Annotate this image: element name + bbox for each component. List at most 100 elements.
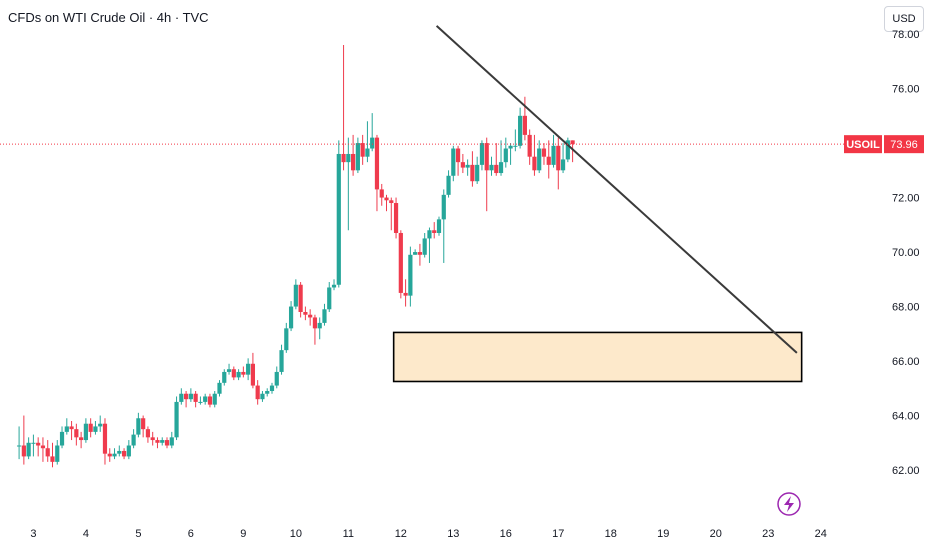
y-tick-label: 64.00 <box>892 411 920 423</box>
candle <box>355 137 360 174</box>
y-tick-label: 78.00 <box>892 29 920 41</box>
candle <box>141 415 146 438</box>
candle <box>331 279 337 291</box>
candle <box>374 134 380 212</box>
candle <box>203 393 208 405</box>
candle-body <box>141 418 146 430</box>
candle-body <box>413 252 418 255</box>
candle-body <box>403 292 408 296</box>
candle-body <box>274 371 279 386</box>
candle-body <box>560 159 566 171</box>
candle <box>393 197 399 239</box>
candle <box>269 382 275 394</box>
candle <box>74 423 79 446</box>
candle <box>303 306 308 321</box>
candle <box>317 317 322 340</box>
candle-body <box>455 148 461 163</box>
candle-body <box>188 393 193 400</box>
candle-body <box>150 437 155 441</box>
candle-body <box>408 254 413 296</box>
candle-body <box>284 328 289 351</box>
candle <box>370 113 375 152</box>
candle <box>31 434 36 457</box>
candle-body <box>222 371 227 383</box>
candle-body <box>145 429 151 438</box>
support-zone-rect <box>392 331 803 383</box>
candle-body <box>317 322 322 329</box>
candle <box>207 393 213 408</box>
candle <box>527 129 532 165</box>
candle-body <box>136 418 141 435</box>
candle-body <box>446 175 451 195</box>
x-tick-label: 17 <box>552 528 564 540</box>
candle <box>532 134 537 176</box>
candle-body <box>226 369 232 372</box>
candle-body <box>212 393 217 405</box>
candle <box>551 134 556 168</box>
candle <box>155 437 160 449</box>
currency-button[interactable]: USD <box>884 6 924 32</box>
candle <box>236 369 241 381</box>
candle-body <box>265 391 270 394</box>
candle <box>537 140 542 174</box>
candle-body <box>93 426 98 432</box>
candle <box>308 309 313 326</box>
candle <box>150 431 155 446</box>
candle-body <box>532 156 537 171</box>
x-tick-label: 16 <box>500 528 512 540</box>
candle <box>55 440 60 465</box>
candle-body <box>69 426 74 430</box>
candle-body <box>546 156 551 165</box>
candle <box>102 418 108 465</box>
candle-body <box>365 148 370 157</box>
candle <box>193 391 198 408</box>
candle-body <box>351 153 356 171</box>
candle <box>93 420 98 435</box>
candle <box>327 282 332 312</box>
candle <box>145 426 151 443</box>
candle-body <box>508 145 513 149</box>
x-tick-label: 19 <box>657 528 669 540</box>
candle-body <box>169 437 174 446</box>
candle-body <box>489 164 494 171</box>
candle <box>183 391 189 408</box>
candle <box>217 380 222 397</box>
candle <box>389 197 394 231</box>
candle <box>174 396 179 441</box>
chart-title: CFDs on WTI Crude Oil · 4h · TVC <box>8 10 209 25</box>
candle <box>341 44 346 171</box>
candle <box>503 137 508 168</box>
candle-body <box>336 153 341 285</box>
candle <box>83 418 88 443</box>
candle <box>312 314 318 345</box>
candle-body <box>31 442 36 444</box>
price-value-label: 73.96 <box>890 139 918 151</box>
candle-body <box>183 393 189 400</box>
candle-body <box>164 440 170 446</box>
candle-body <box>494 164 499 174</box>
candle-body <box>88 423 93 432</box>
candle-body <box>389 200 394 204</box>
candle <box>107 448 112 462</box>
candle-body <box>83 423 88 441</box>
candle-body <box>231 369 236 378</box>
candle <box>50 442 55 468</box>
candle-body <box>36 442 41 446</box>
x-tick-label: 13 <box>447 528 459 540</box>
candle-body <box>360 143 365 157</box>
candle <box>436 216 442 236</box>
candle <box>465 159 470 176</box>
lightning-icon[interactable] <box>777 492 801 516</box>
candle-body <box>374 137 380 190</box>
candle <box>498 140 504 176</box>
candle-body <box>327 287 332 310</box>
candle <box>246 358 251 381</box>
candle <box>169 431 174 449</box>
candle <box>112 448 117 460</box>
candle-body <box>207 396 213 405</box>
candle <box>136 412 141 438</box>
x-tick-label: 24 <box>815 528 827 540</box>
candle <box>403 279 408 307</box>
